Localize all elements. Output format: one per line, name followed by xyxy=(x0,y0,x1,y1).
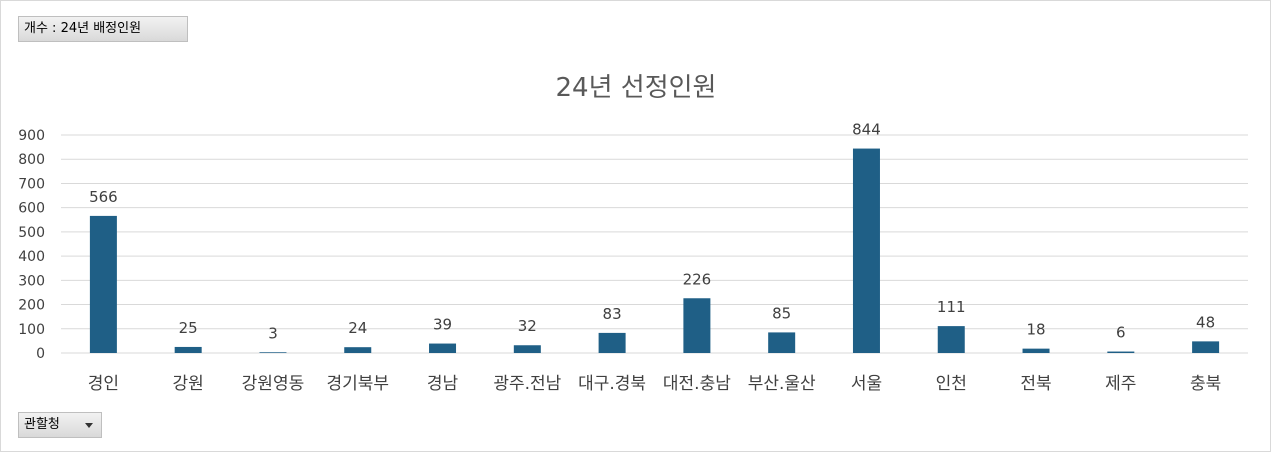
axis-field-dropdown[interactable]: 관할청 xyxy=(18,412,102,438)
chart-title: 24년 선정인원 xyxy=(556,73,717,103)
y-tick-label: 400 xyxy=(18,249,45,265)
y-tick-label: 100 xyxy=(18,322,45,338)
bar[interactable] xyxy=(683,298,711,353)
y-tick-label: 800 xyxy=(18,152,45,168)
y-tick-label: 300 xyxy=(18,273,45,289)
category-label: 제주 xyxy=(1105,374,1136,394)
data-labels: 566 25 3 24 39 32 83 226 85 844 111 18 6 48 xyxy=(89,121,1215,343)
y-tick-label: 200 xyxy=(18,298,45,314)
category-label: 경기북부 xyxy=(326,374,389,394)
data-label: 6 xyxy=(1116,324,1126,342)
data-label: 844 xyxy=(852,121,881,139)
data-label: 32 xyxy=(518,317,537,335)
bar[interactable] xyxy=(1192,341,1220,353)
bar[interactable] xyxy=(1107,351,1135,353)
bars xyxy=(89,148,1220,353)
category-label: 서울 xyxy=(851,374,882,394)
axis-field-label: 관할청 xyxy=(24,417,60,432)
y-tick-label: 600 xyxy=(18,201,45,217)
y-tick-label: 700 xyxy=(18,176,45,192)
data-label: 111 xyxy=(937,298,966,316)
category-label: 인천 xyxy=(936,374,967,394)
category-label: 대구.경북 xyxy=(578,374,646,394)
gridlines xyxy=(61,134,1248,354)
data-label: 39 xyxy=(433,316,452,334)
data-label: 48 xyxy=(1196,313,1215,331)
bar[interactable] xyxy=(598,332,626,353)
value-field-label: 개수 : 24년 배정인원 xyxy=(24,21,142,36)
data-label: 18 xyxy=(1026,321,1045,339)
category-label: 충북 xyxy=(1190,374,1221,394)
y-tick-label: 900 xyxy=(18,128,45,144)
y-axis-ticks: 0 100 200 300 400 500 600 700 800 900 xyxy=(18,128,45,362)
bar[interactable] xyxy=(259,352,287,353)
category-labels: 경인 강원 강원영동 경기북부 경남 광주.전남 대구.경북 대전.충남 부산.울산 서울 인천 전북… xyxy=(88,374,1221,394)
data-label: 83 xyxy=(603,305,622,323)
data-label: 24 xyxy=(348,319,367,337)
bar[interactable] xyxy=(937,326,965,353)
category-label: 대전.충남 xyxy=(663,374,731,394)
y-tick-label: 500 xyxy=(18,225,45,241)
data-label: 3 xyxy=(268,324,278,342)
bar[interactable] xyxy=(852,148,880,353)
category-label: 광주.전남 xyxy=(493,374,561,394)
category-label: 전북 xyxy=(1020,374,1051,394)
bar[interactable] xyxy=(174,346,202,353)
data-label: 25 xyxy=(179,319,198,337)
category-label: 경인 xyxy=(88,374,119,394)
category-label: 경남 xyxy=(427,374,459,394)
category-label: 부산.울산 xyxy=(748,374,816,394)
bar[interactable] xyxy=(513,345,541,353)
dropdown-arrow-icon xyxy=(85,423,93,428)
category-label: 강원 xyxy=(173,374,204,394)
bar[interactable] xyxy=(89,215,117,353)
value-field-button[interactable]: 개수 : 24년 배정인원 xyxy=(18,16,188,42)
bar[interactable] xyxy=(768,332,796,353)
bar[interactable] xyxy=(1022,348,1050,353)
data-label: 226 xyxy=(683,270,712,288)
bar[interactable] xyxy=(344,347,372,353)
category-label: 강원영동 xyxy=(242,374,305,394)
y-tick-label: 0 xyxy=(36,346,45,362)
data-label: 85 xyxy=(772,304,791,322)
data-label: 566 xyxy=(89,188,118,206)
bar[interactable] xyxy=(429,343,457,353)
